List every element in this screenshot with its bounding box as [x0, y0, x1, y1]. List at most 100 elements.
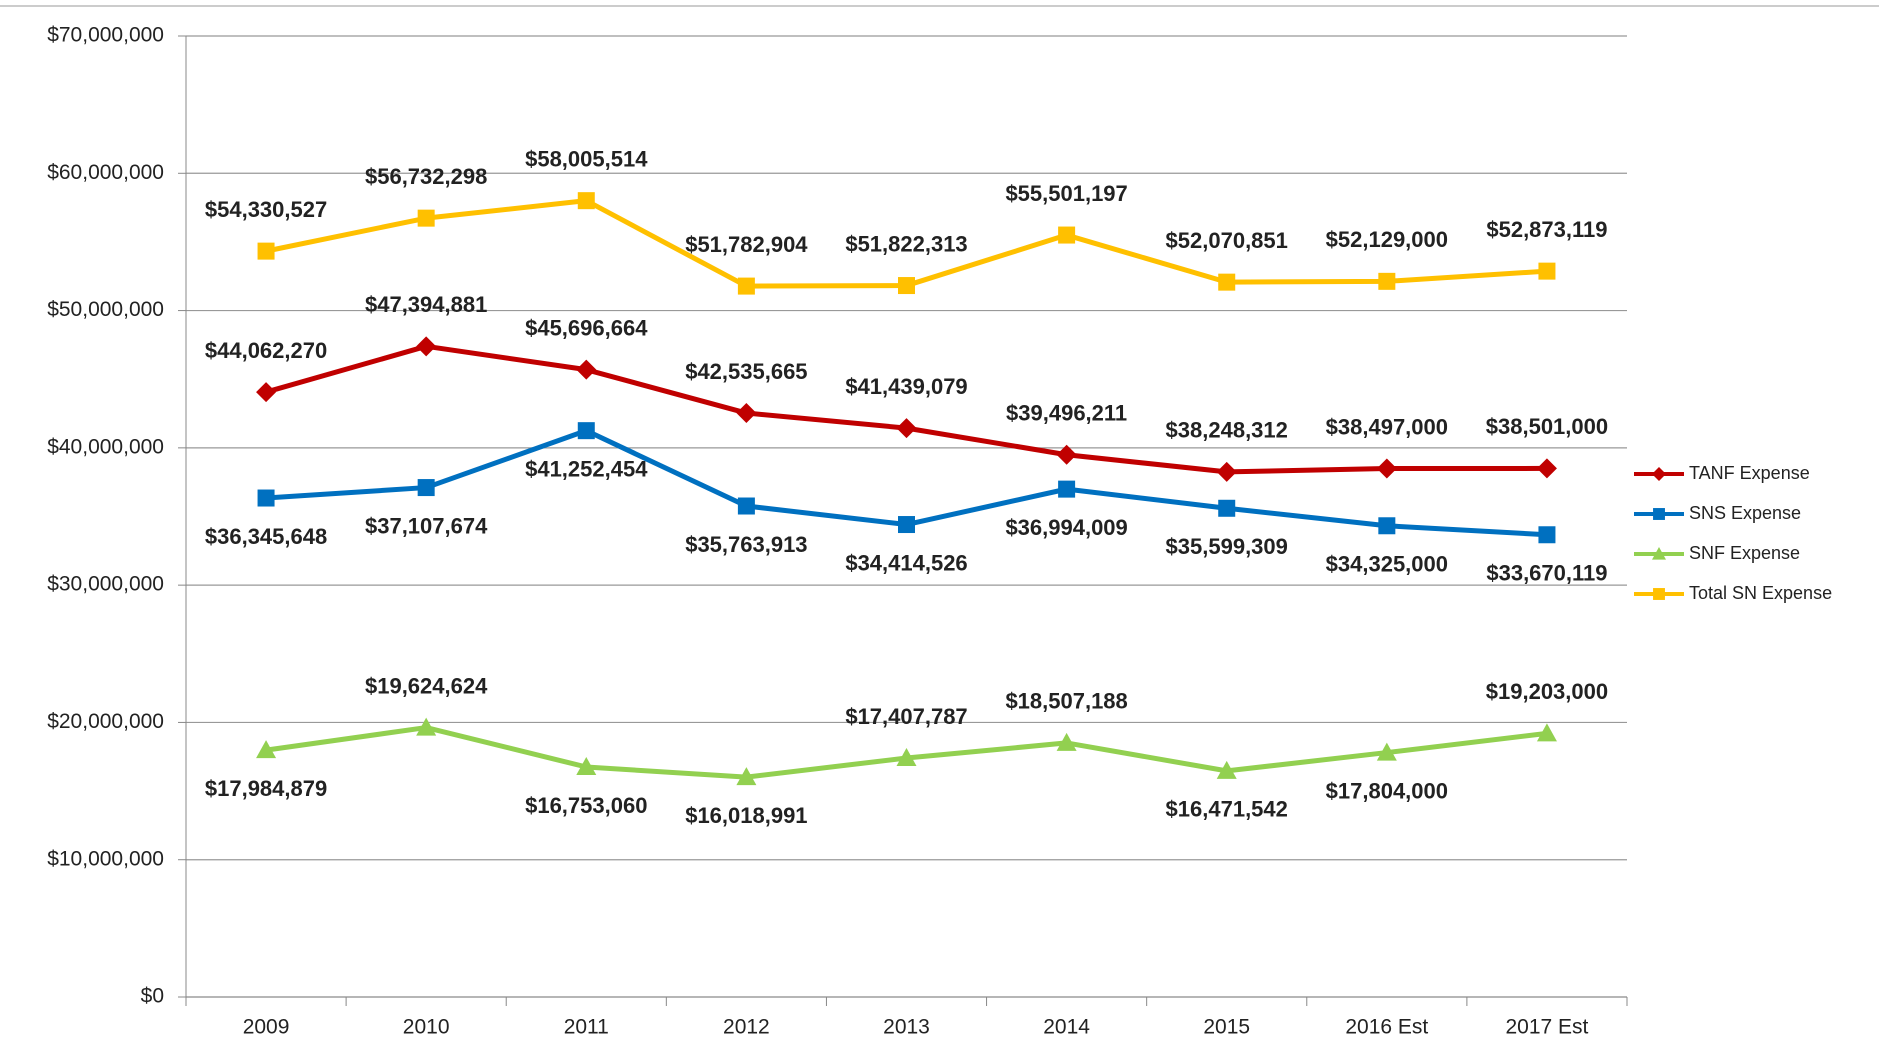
y-tick-label: $70,000,000 [47, 24, 164, 47]
x-tick-label: 2017 Est [1505, 1016, 1588, 1039]
data-point [1538, 526, 1556, 544]
data-point [416, 336, 437, 357]
data-point [1536, 458, 1557, 479]
data-label: $36,994,009 [1005, 515, 1127, 540]
data-label: $54,330,527 [205, 197, 327, 222]
legend-label: TANF Expense [1689, 463, 1810, 483]
data-point [1536, 723, 1557, 742]
data-label: $41,252,454 [525, 456, 648, 481]
x-tick-label: 2014 [1043, 1016, 1090, 1039]
data-point [257, 242, 275, 260]
data-label: $51,822,313 [845, 231, 967, 256]
y-tick-label: $40,000,000 [47, 435, 164, 458]
data-point [896, 748, 917, 767]
data-label: $42,535,665 [685, 359, 807, 384]
data-point [736, 403, 757, 424]
data-point [1058, 480, 1076, 498]
data-label: $52,873,119 [1486, 217, 1607, 242]
legend-marker [1652, 547, 1666, 560]
data-point [417, 209, 435, 227]
data-label: $52,129,000 [1326, 227, 1448, 252]
data-label: $55,501,197 [1005, 181, 1127, 206]
data-point [1218, 499, 1236, 517]
data-label: $38,501,000 [1486, 414, 1608, 439]
data-label: $16,753,060 [525, 793, 647, 818]
data-point [416, 717, 437, 736]
data-label: $35,763,913 [685, 532, 807, 557]
y-tick-label: $30,000,000 [47, 573, 164, 596]
y-tick-label: $10,000,000 [47, 847, 164, 870]
data-point [737, 497, 755, 515]
data-point [576, 359, 597, 380]
x-tick-label: 2011 [564, 1016, 609, 1039]
data-point [736, 767, 757, 786]
legend-marker [1653, 508, 1665, 520]
data-label: $36,345,648 [205, 524, 327, 549]
data-point [257, 489, 275, 507]
data-point [1216, 760, 1237, 779]
data-point [1218, 273, 1236, 291]
legend-marker [1653, 588, 1665, 600]
data-label: $41,439,079 [845, 374, 967, 399]
data-point [898, 277, 915, 295]
data-label: $16,018,991 [685, 803, 807, 828]
y-tick-label: $60,000,000 [47, 161, 164, 184]
legend-label: Total SN Expense [1689, 583, 1832, 603]
legend-label: SNF Expense [1689, 543, 1800, 563]
data-label: $39,496,211 [1006, 401, 1127, 426]
data-label: $38,497,000 [1326, 414, 1448, 439]
legend-marker [1652, 467, 1666, 481]
y-tick-label: $20,000,000 [47, 710, 164, 733]
data-point [1376, 742, 1397, 761]
data-point [1058, 226, 1076, 244]
data-point [1376, 458, 1397, 479]
data-label: $19,624,624 [365, 673, 488, 698]
data-label: $17,984,879 [205, 776, 327, 801]
data-point [896, 418, 917, 439]
data-label: $17,407,787 [845, 704, 967, 729]
data-label: $47,394,881 [365, 292, 487, 317]
data-point [577, 422, 595, 440]
legend-label: SNS Expense [1689, 503, 1801, 523]
x-tick-label: 2013 [883, 1016, 930, 1039]
data-point [737, 277, 755, 295]
data-point [256, 740, 277, 759]
data-point [1056, 444, 1077, 465]
data-point [1538, 262, 1556, 280]
data-point [576, 757, 597, 776]
data-label: $51,782,904 [685, 232, 808, 257]
data-label: $17,804,000 [1326, 778, 1448, 803]
y-tick-label: $0 [141, 985, 164, 1008]
x-tick-label: 2010 [403, 1016, 450, 1039]
y-tick-label: $50,000,000 [47, 298, 164, 321]
data-label: $18,507,188 [1005, 689, 1127, 714]
data-label: $45,696,664 [525, 315, 648, 340]
data-point [898, 516, 915, 534]
x-tick-label: 2009 [243, 1016, 290, 1039]
data-point [1378, 272, 1396, 290]
data-label: $38,248,312 [1166, 418, 1288, 443]
data-label: $56,732,298 [365, 164, 487, 189]
data-label: $52,070,851 [1166, 228, 1288, 253]
x-tick-label: 2015 [1203, 1016, 1250, 1039]
data-point [256, 382, 277, 403]
data-label: $16,471,542 [1166, 797, 1288, 822]
data-point [1056, 732, 1077, 751]
series-line [265, 343, 1547, 475]
data-label: $19,203,000 [1486, 679, 1608, 704]
data-point [577, 192, 595, 210]
data-label: $37,107,674 [365, 513, 488, 538]
x-tick-label: 2016 Est [1345, 1016, 1428, 1039]
data-label: $34,325,000 [1326, 552, 1448, 577]
data-label: $58,005,514 [525, 146, 648, 171]
data-label: $44,062,270 [205, 338, 327, 363]
data-point [1378, 517, 1396, 535]
data-label: $35,599,309 [1166, 534, 1288, 559]
data-label: $34,414,526 [845, 550, 967, 575]
data-label: $33,670,119 [1486, 561, 1607, 586]
data-point [1216, 461, 1237, 482]
data-point [417, 479, 435, 497]
x-tick-label: 2012 [723, 1016, 770, 1039]
